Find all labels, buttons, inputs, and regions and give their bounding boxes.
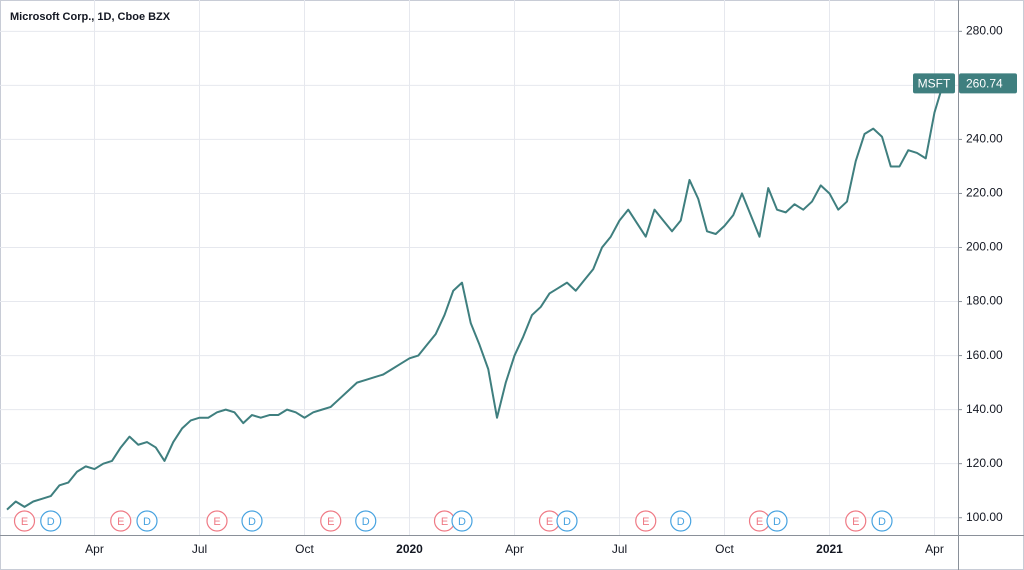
event-circle [206, 510, 228, 532]
event-label: E [852, 516, 859, 528]
y-tick-label: 240.00 [966, 132, 1003, 146]
x-tick-label: Jul [612, 542, 627, 556]
event-label: E [117, 516, 124, 528]
event-marker: D [556, 510, 578, 532]
x-tick-label: Apr [505, 542, 524, 556]
axes: 100.00 120.00 140.00 160.00 180.00 200.00 220.… [85, 24, 1017, 556]
y-tick-label: 220.00 [966, 186, 1003, 200]
y-tick-label: 100.00 [966, 510, 1003, 524]
event-marker: E [13, 510, 36, 532]
event-label: D [677, 516, 685, 528]
event-label: D [878, 516, 886, 528]
event-circle [556, 510, 578, 532]
event-circle [451, 510, 473, 532]
grid [0, 0, 958, 535]
event-label: D [362, 516, 370, 528]
event-marker: D [871, 510, 893, 532]
event-circle [871, 510, 893, 532]
event-marker: D [451, 510, 473, 532]
x-tick-label: Jul [192, 542, 207, 556]
event-label: E [441, 516, 448, 528]
event-circle [136, 510, 158, 532]
event-marker: E [110, 510, 132, 532]
y-tick-label: 180.00 [966, 294, 1003, 308]
event-label: E [546, 516, 553, 528]
y-tick-label: 140.00 [966, 402, 1003, 416]
event-circle [845, 510, 867, 532]
x-tick-label: 2020 [396, 542, 423, 556]
chart-title: Microsoft Corp., 1D, Cboe BZX [10, 11, 171, 23]
event-marker: D [670, 510, 692, 532]
event-circle [355, 510, 377, 532]
x-tick-label: Oct [715, 542, 734, 556]
x-tick-label: Oct [295, 542, 314, 556]
event-marker: E [320, 510, 342, 532]
event-label: E [327, 516, 334, 528]
event-label: D [47, 516, 55, 528]
event-label: E [213, 516, 220, 528]
event-circle [13, 510, 36, 532]
event-circle [635, 510, 657, 532]
event-marker: D [766, 510, 788, 532]
symbol-label: MSFT [918, 77, 951, 91]
event-label: E [21, 516, 28, 528]
event-circle [670, 510, 692, 532]
x-tick-label: Apr [85, 542, 104, 556]
event-marker: D [355, 510, 377, 532]
last-price-label: 260.74 [966, 77, 1003, 91]
event-label: E [756, 516, 763, 528]
event-label: D [458, 516, 466, 528]
event-marker: D [40, 510, 62, 532]
event-marker: E [845, 510, 867, 532]
event-label: D [563, 516, 571, 528]
event-circle [40, 510, 62, 532]
last-price-tag [959, 73, 1017, 94]
event-circle [110, 510, 132, 532]
y-tick-label: 280.00 [966, 24, 1003, 38]
price-line [6, 83, 945, 511]
x-tick-label: Apr [925, 542, 944, 556]
event-marker: E [206, 510, 228, 532]
event-marker: E [635, 510, 657, 532]
y-tick-label: 200.00 [966, 240, 1003, 254]
event-label: D [248, 516, 256, 528]
event-label: D [773, 516, 781, 528]
event-marker: D [136, 510, 158, 532]
x-tick-label: 2021 [816, 542, 843, 556]
y-tick-label: 160.00 [966, 348, 1003, 362]
event-marker: D [241, 510, 263, 532]
event-circle [241, 510, 263, 532]
event-label: D [143, 516, 151, 528]
symbol-tag [913, 73, 955, 94]
y-tick-label: 120.00 [966, 456, 1003, 470]
event-circle [766, 510, 788, 532]
event-circle [320, 510, 342, 532]
event-label: E [642, 516, 649, 528]
